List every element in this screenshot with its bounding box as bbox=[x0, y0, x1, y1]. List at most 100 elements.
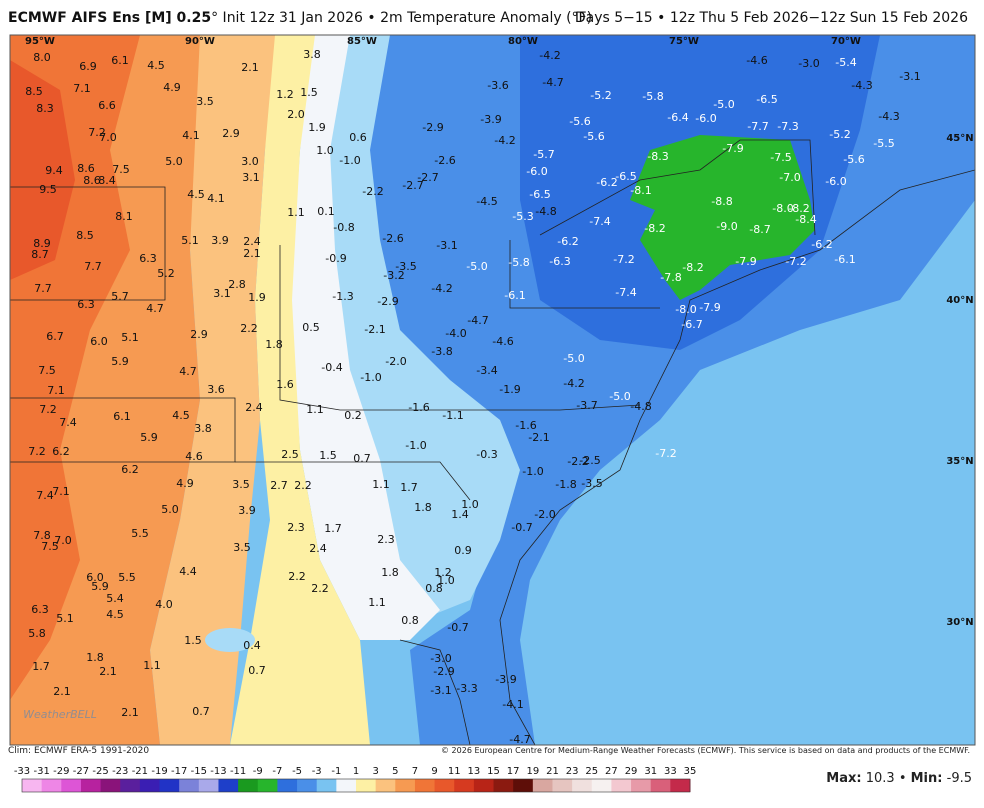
colorbar-tick-label: -33 bbox=[14, 766, 30, 777]
anomaly-label: 0.7 bbox=[353, 452, 371, 465]
colorbar-tick-label: 31 bbox=[644, 766, 657, 777]
anomaly-label: -3.8 bbox=[431, 345, 452, 358]
anomaly-label: -4.0 bbox=[445, 327, 466, 340]
anomaly-label: 8.3 bbox=[36, 102, 54, 115]
anomaly-label: -5.0 bbox=[713, 98, 734, 111]
anomaly-label: 7.2 bbox=[39, 403, 57, 416]
anomaly-label: 6.1 bbox=[111, 54, 129, 67]
anomaly-label: 8.4 bbox=[98, 174, 116, 187]
anomaly-label: -6.2 bbox=[811, 238, 832, 251]
anomaly-label: -4.7 bbox=[542, 76, 563, 89]
anomaly-label: 8.6 bbox=[83, 174, 101, 187]
anomaly-label: -1.1 bbox=[442, 409, 463, 422]
anomaly-label: -6.5 bbox=[529, 188, 550, 201]
anomaly-label: -7.2 bbox=[785, 255, 806, 268]
colorbar-segment bbox=[532, 779, 553, 792]
logo: WeatherBELL bbox=[23, 708, 97, 721]
anomaly-label: -1.0 bbox=[339, 154, 360, 167]
anomaly-label: -2.9 bbox=[433, 665, 454, 678]
anomaly-label: 4.5 bbox=[106, 608, 124, 621]
anomaly-label: 1.0 bbox=[316, 144, 334, 157]
anomaly-label: 0.2 bbox=[344, 409, 362, 422]
anomaly-label: -3.9 bbox=[495, 673, 516, 686]
max-value: 10.3 bbox=[865, 771, 895, 786]
colorbar-segment bbox=[473, 779, 495, 792]
anomaly-label: 1.7 bbox=[324, 522, 342, 535]
anomaly-label: 5.9 bbox=[140, 431, 158, 444]
anomaly-label: 6.7 bbox=[46, 330, 64, 343]
anomaly-label: -7.9 bbox=[699, 301, 720, 314]
colorbar-tick-label: -19 bbox=[151, 766, 167, 777]
anomaly-label: -2.0 bbox=[534, 508, 555, 521]
colorbar-tick-label: -1 bbox=[331, 766, 341, 777]
anomaly-label: -0.7 bbox=[447, 621, 468, 634]
colorbar-frame bbox=[21, 778, 691, 793]
anomaly-label: 7.4 bbox=[36, 489, 54, 502]
latitude-label: 45°N bbox=[946, 133, 973, 144]
anomaly-label: 6.2 bbox=[121, 463, 139, 476]
anomaly-label: 5.8 bbox=[28, 627, 46, 640]
colorbar-tick-label: 1 bbox=[353, 766, 359, 777]
anomaly-label: 8.5 bbox=[25, 85, 43, 98]
colorbar-segment bbox=[611, 779, 632, 792]
anomaly-label: -6.0 bbox=[825, 175, 846, 188]
anomaly-label: 1.9 bbox=[248, 291, 266, 304]
colorbar-segment bbox=[316, 779, 337, 792]
anomaly-label: 1.1 bbox=[306, 403, 324, 416]
anomaly-label: -9.0 bbox=[716, 220, 737, 233]
anomaly-label: -4.3 bbox=[878, 110, 899, 123]
anomaly-label: -1.3 bbox=[332, 290, 353, 303]
anomaly-label: 0.8 bbox=[425, 582, 443, 595]
anomaly-label: -3.2 bbox=[383, 269, 404, 282]
colorbar-segment bbox=[80, 779, 102, 792]
anomaly-label: -0.7 bbox=[511, 521, 532, 534]
anomaly-label: 4.1 bbox=[182, 129, 200, 142]
anomaly-label: 1.8 bbox=[265, 338, 283, 351]
anomaly-label: 5.4 bbox=[106, 592, 124, 605]
colorbar-tick-label: 13 bbox=[468, 766, 481, 777]
colorbar-segment bbox=[591, 779, 612, 792]
anomaly-label: 8.6 bbox=[77, 162, 95, 175]
colorbar-segment bbox=[493, 779, 514, 792]
anomaly-label: 6.3 bbox=[77, 298, 95, 311]
anomaly-label: 5.1 bbox=[181, 234, 199, 247]
colorbar-tick-label: -21 bbox=[132, 766, 148, 777]
anomaly-label: -4.2 bbox=[431, 282, 452, 295]
anomaly-label: 0.5 bbox=[302, 321, 320, 334]
anomaly-label: 4.5 bbox=[147, 59, 165, 72]
anomaly-label: -8.8 bbox=[711, 195, 732, 208]
anomaly-label: 3.0 bbox=[241, 155, 259, 168]
anomaly-label: -7.2 bbox=[655, 447, 676, 460]
anomaly-label: 4.7 bbox=[146, 302, 164, 315]
colorbar-tick-label: -29 bbox=[53, 766, 69, 777]
colorbar-tick-label: -7 bbox=[272, 766, 282, 777]
anomaly-label: 1.7 bbox=[400, 481, 418, 494]
anomaly-label: -3.4 bbox=[476, 364, 497, 377]
anomaly-label: -2.6 bbox=[382, 232, 403, 245]
anomaly-label: 6.2 bbox=[52, 445, 70, 458]
colorbar-segment bbox=[179, 779, 200, 792]
anomaly-label: -4.2 bbox=[539, 49, 560, 62]
anomaly-label: -6.2 bbox=[557, 235, 578, 248]
anomaly-label: 5.9 bbox=[91, 580, 109, 593]
anomaly-label: -4.8 bbox=[535, 205, 556, 218]
anomaly-label: 2.1 bbox=[243, 247, 261, 260]
anomaly-label: 3.9 bbox=[211, 234, 229, 247]
anomaly-label: 4.9 bbox=[163, 81, 181, 94]
anomaly-label: 2.4 bbox=[309, 542, 327, 555]
anomaly-label: -7.4 bbox=[589, 215, 610, 228]
colorbar-segment bbox=[61, 779, 82, 792]
colorbar-segment bbox=[159, 779, 180, 792]
anomaly-label: 1.5 bbox=[319, 449, 337, 462]
anomaly-label: -8.2 bbox=[788, 202, 809, 215]
colorbar-tick-label: -17 bbox=[171, 766, 187, 777]
anomaly-label: -0.8 bbox=[333, 221, 354, 234]
anomaly-label: 7.5 bbox=[112, 163, 130, 176]
anomaly-label: -3.9 bbox=[480, 113, 501, 126]
anomaly-label: -2.6 bbox=[434, 154, 455, 167]
anomaly-label: 7.2 bbox=[28, 445, 46, 458]
anomaly-label: 5.1 bbox=[121, 331, 139, 344]
colorbar-segment bbox=[513, 779, 534, 792]
anomaly-label: -5.8 bbox=[642, 90, 663, 103]
anomaly-label: 6.3 bbox=[139, 252, 157, 265]
